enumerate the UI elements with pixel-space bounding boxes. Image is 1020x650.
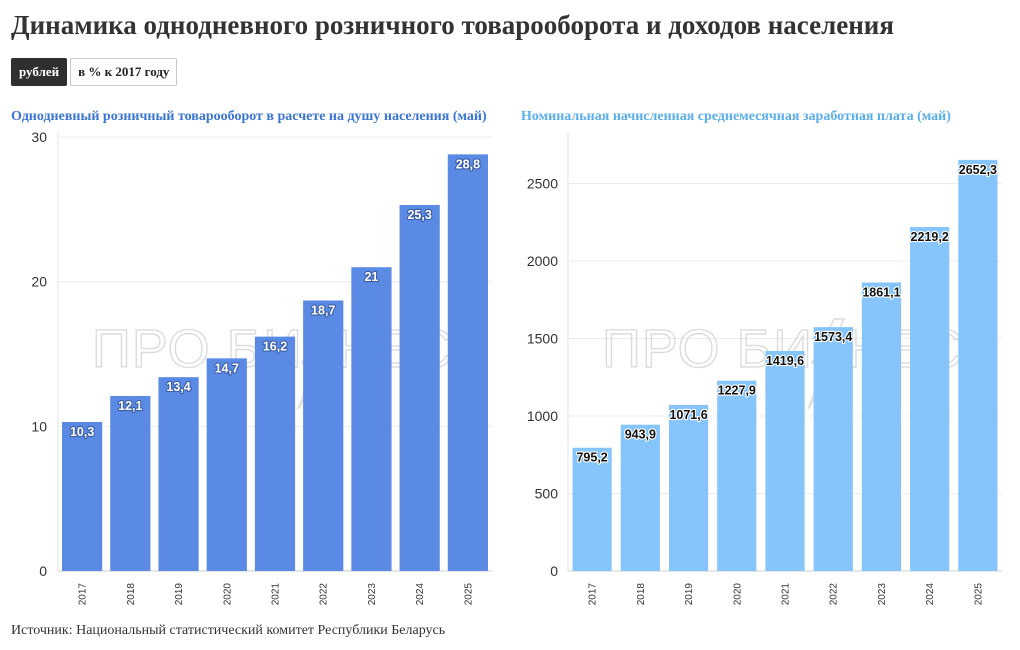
toggle-rubles-button[interactable]: рублей xyxy=(11,58,68,86)
data-label: 16,2 xyxy=(263,340,287,354)
x-tick-label: 2025 xyxy=(463,583,474,606)
x-tick-label: 2024 xyxy=(415,583,426,606)
y-tick-label: 0 xyxy=(39,563,47,579)
data-label: 2652,3 xyxy=(959,163,997,177)
bar xyxy=(813,327,853,571)
retail-chart-title: Однодневный розничный товарооборот в рас… xyxy=(11,109,487,124)
data-label: 18,7 xyxy=(311,303,335,317)
data-label: 25,3 xyxy=(407,208,431,222)
data-label: 12,1 xyxy=(118,399,142,413)
bar xyxy=(351,267,392,571)
y-tick-label: 20 xyxy=(31,274,47,290)
wage-chart-title: Номинальная начисленная среднемесячная з… xyxy=(521,109,951,124)
bar xyxy=(447,154,488,572)
x-tick-label: 2020 xyxy=(222,583,233,606)
y-tick-label: 1000 xyxy=(527,408,558,424)
x-tick-label: 2017 xyxy=(588,583,599,606)
x-tick-label: 2022 xyxy=(319,583,330,606)
bar xyxy=(958,159,998,571)
bar xyxy=(158,377,199,571)
x-tick-label: 2018 xyxy=(636,583,647,606)
x-tick-label: 2023 xyxy=(877,583,888,606)
x-tick-label: 2021 xyxy=(781,583,792,606)
y-tick-label: 10 xyxy=(31,418,47,434)
y-tick-label: 500 xyxy=(535,486,559,502)
bar xyxy=(765,350,805,571)
y-tick-label: 2500 xyxy=(527,176,558,192)
x-tick-label: 2019 xyxy=(684,583,695,606)
x-tick-label: 2021 xyxy=(271,583,282,606)
bar xyxy=(861,282,902,571)
x-tick-label: 2023 xyxy=(367,583,378,606)
x-tick-label: 2020 xyxy=(732,583,743,606)
bar xyxy=(110,395,151,571)
toggle-percent-button[interactable]: в % к 2017 году xyxy=(70,58,178,86)
y-tick-label: 0 xyxy=(550,563,558,579)
data-label: 14,7 xyxy=(215,361,239,375)
data-label: 1861,1 xyxy=(862,286,900,300)
data-label: 13,4 xyxy=(166,380,190,394)
bar xyxy=(62,421,103,571)
bar xyxy=(399,204,440,571)
data-label: 1227,9 xyxy=(718,384,756,398)
data-label: 943,9 xyxy=(625,428,656,442)
bar xyxy=(254,336,296,571)
x-tick-label: 2018 xyxy=(126,583,137,606)
data-label: 28,8 xyxy=(456,157,480,171)
y-tick-label: 30 xyxy=(31,129,47,145)
bar xyxy=(668,404,709,571)
y-tick-label: 1500 xyxy=(527,331,558,347)
x-tick-label: 2025 xyxy=(973,583,984,606)
source-note: Источник: Национальный статистический ко… xyxy=(11,623,446,638)
data-label: 1071,6 xyxy=(669,408,707,422)
data-label: 1573,4 xyxy=(814,330,852,344)
x-tick-label: 2024 xyxy=(925,583,936,606)
unit-toggle: рублей в % к 2017 году xyxy=(11,58,178,86)
bar xyxy=(910,227,950,572)
page-title: Динамика однодневного розничного товароо… xyxy=(11,10,894,40)
x-tick-label: 2017 xyxy=(78,583,89,606)
bar xyxy=(717,380,757,571)
y-tick-label: 2000 xyxy=(527,253,558,269)
data-label: 795,2 xyxy=(576,451,607,465)
x-tick-label: 2022 xyxy=(829,583,840,606)
data-label: 1419,6 xyxy=(766,354,804,368)
data-label: 10,3 xyxy=(70,425,94,439)
bar xyxy=(572,447,612,571)
bar xyxy=(206,358,247,571)
bar xyxy=(303,300,344,571)
x-tick-label: 2019 xyxy=(174,583,185,606)
bar xyxy=(620,424,660,571)
data-label: 2219,2 xyxy=(911,230,949,244)
data-label: 21 xyxy=(364,270,378,284)
